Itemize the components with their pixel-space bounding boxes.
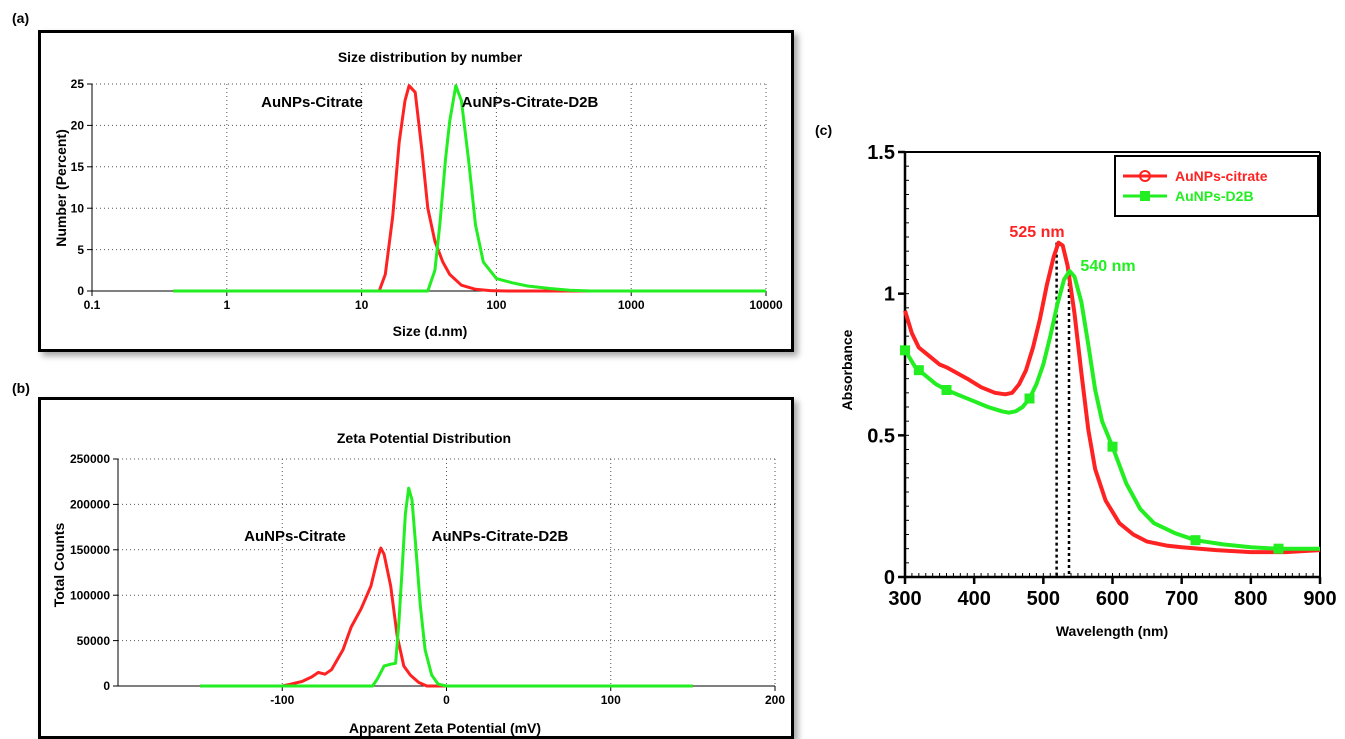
x-axis-label: Wavelength (nm)	[1056, 623, 1168, 639]
x-tick-label: 200	[765, 693, 785, 707]
data-point-marker	[1107, 441, 1118, 452]
x-tick-label: 700	[1165, 588, 1198, 610]
chart-title: Zeta Potential Distribution	[337, 430, 511, 446]
legend-label: AuNPs-citrate	[1175, 168, 1268, 184]
legend-label: AuNPs-D2B	[1175, 188, 1254, 204]
x-tick-label: 900	[1303, 588, 1336, 610]
x-tick-label: 300	[888, 588, 921, 610]
y-tick-label: 20	[71, 119, 85, 133]
legend-marker	[1140, 191, 1150, 201]
y-tick-label: 200000	[70, 498, 110, 512]
y-axis-label: Total Counts	[51, 523, 67, 608]
x-tick-label: 1000	[618, 298, 645, 312]
x-tick-label: 400	[957, 588, 990, 610]
panel-label-a: (a)	[12, 10, 30, 26]
x-tick-label: 500	[1027, 588, 1060, 610]
chart-a: 0 5 10 15 20 25 0.1 1 10 100 1000 10000 Size distrib…	[53, 49, 783, 339]
panel-label-c: (c)	[815, 122, 833, 138]
y-axis-label: Number (Percent)	[53, 129, 69, 246]
data-point-marker	[1190, 535, 1201, 546]
series-annotation: AuNPs-Citrate-D2B	[432, 528, 569, 545]
chart-title: Size distribution by number	[338, 49, 523, 65]
x-tick-label: 1	[223, 298, 230, 312]
series-annotation: AuNPs-Citrate-D2B	[462, 94, 599, 111]
panel-label-b: (b)	[12, 380, 30, 396]
series-line-green	[173, 84, 766, 293]
chart-b: 0 50000 100000 150000 200000 250000 -100 0 100 20…	[51, 430, 785, 736]
x-tick-label: 0.1	[84, 298, 101, 312]
y-tick-label: 5	[77, 243, 84, 257]
x-tick-label: 100	[486, 298, 506, 312]
y-tick-label: 15	[71, 160, 85, 174]
y-tick-label: 0	[77, 284, 84, 298]
x-tick-label: 600	[1096, 588, 1129, 610]
data-point-marker	[941, 385, 952, 395]
y-axis-label: Absorbance	[839, 329, 855, 410]
series-line-red	[200, 546, 693, 688]
data-point-marker	[1024, 393, 1035, 404]
x-tick-label: 800	[1234, 588, 1267, 610]
y-tick-label: 0.5	[867, 425, 895, 447]
series-line-red	[903, 240, 1321, 555]
y-tick-label: 150000	[70, 543, 110, 557]
x-tick-label: 10	[355, 298, 369, 312]
y-tick-label: 1.5	[867, 142, 895, 164]
series-annotation: AuNPs-Citrate	[244, 528, 346, 545]
x-tick-label: -100	[270, 693, 294, 707]
series-annotation: AuNPs-Citrate	[261, 94, 363, 111]
x-tick-label: 0	[443, 693, 450, 707]
y-tick-label: 250000	[70, 452, 110, 466]
peak-label: 540 nm	[1080, 258, 1135, 275]
series-line-green	[903, 269, 1320, 551]
y-tick-label: 25	[71, 77, 85, 91]
data-point-marker	[900, 345, 910, 356]
peak-label: 525 nm	[1009, 224, 1064, 241]
legend-marker	[1139, 170, 1151, 182]
y-tick-label: 50000	[77, 634, 111, 648]
series-line-green	[200, 486, 693, 688]
x-tick-label: 10000	[749, 298, 783, 312]
y-tick-label: 1	[884, 284, 895, 306]
data-point-marker	[913, 365, 924, 376]
x-axis-label: Apparent Zeta Potential (mV)	[349, 720, 541, 736]
data-point-marker	[1273, 543, 1284, 554]
y-tick-label: 0	[103, 679, 110, 693]
chart-c: 0 0.5 1 1.5 300 400 500 600 700 800 900 Wavelength …	[839, 142, 1337, 639]
legend-box	[1114, 155, 1319, 217]
y-tick-label: 100000	[70, 588, 110, 602]
x-tick-label: 100	[601, 693, 621, 707]
series-line-red	[173, 84, 766, 293]
x-axis-label: Size (d.nm)	[393, 323, 468, 339]
y-tick-label: 0	[884, 567, 895, 589]
y-tick-label: 10	[71, 201, 85, 215]
